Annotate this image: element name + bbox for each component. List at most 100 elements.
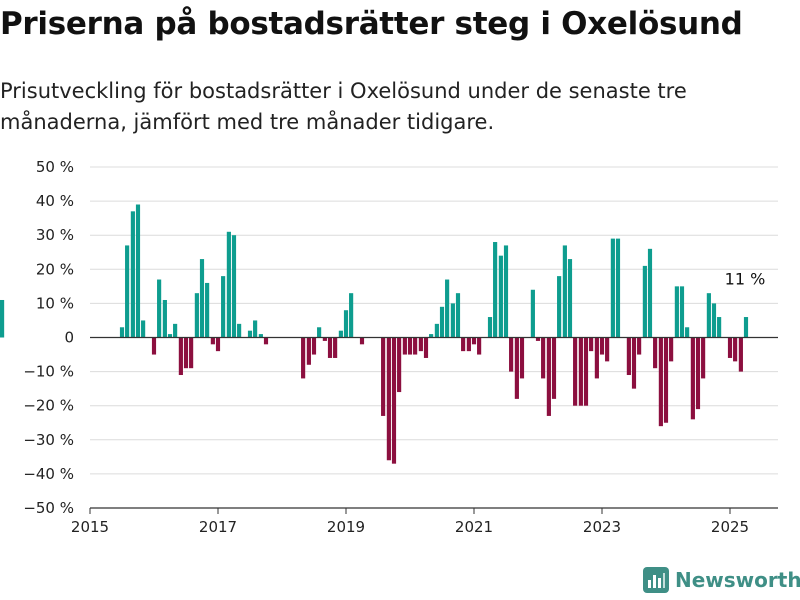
bar <box>135 204 141 338</box>
bar <box>162 299 167 338</box>
x-tick-label: 2023 <box>583 518 621 535</box>
bar <box>461 337 466 352</box>
bar <box>178 337 183 376</box>
bar <box>605 337 610 362</box>
bar <box>343 310 349 338</box>
bar <box>514 337 519 399</box>
bar <box>349 293 354 338</box>
newsworthy-logo-icon <box>643 567 669 593</box>
y-tick-label: −20 % <box>23 397 74 415</box>
bar <box>690 337 695 420</box>
bar <box>221 276 226 338</box>
bar <box>338 330 343 338</box>
bar <box>407 337 413 355</box>
bar <box>215 337 221 352</box>
bars <box>0 204 749 464</box>
bar <box>573 337 578 406</box>
bar <box>466 337 471 352</box>
bar <box>717 317 722 338</box>
bar <box>519 337 525 379</box>
x-tick-label: 2019 <box>327 518 365 535</box>
labels: 50 % 40 % 30 % 20 % 10 % 0 −10 % −20 % −30 % −40 … <box>23 158 765 535</box>
bar <box>551 337 557 399</box>
y-tick-label: 30 % <box>36 226 74 244</box>
bar <box>610 238 615 338</box>
bar <box>535 337 541 341</box>
chart-title: Priserna på bostadsrätter steg i Oxelösu… <box>0 6 743 42</box>
bar <box>173 323 178 338</box>
bar <box>567 259 573 338</box>
bar <box>333 337 338 358</box>
bar <box>706 293 711 338</box>
bar <box>263 337 269 345</box>
bar-chart: 50 % 40 % 30 % 20 % 10 % 0 −10 % −20 % −30 % −40 … <box>0 158 778 535</box>
bar <box>653 337 658 369</box>
bar <box>578 337 583 406</box>
bar <box>418 337 423 352</box>
bar <box>397 337 402 393</box>
bar <box>413 337 418 355</box>
bar <box>199 259 205 338</box>
y-tick-label: 10 % <box>36 294 74 312</box>
bar <box>205 282 210 338</box>
bar <box>423 337 429 358</box>
x-tick-label: 2021 <box>455 518 493 535</box>
bar <box>157 279 162 338</box>
bar <box>439 306 445 338</box>
bar <box>151 337 157 355</box>
bar <box>455 293 461 338</box>
grid-lines <box>90 166 778 475</box>
brand-name: Newsworthy <box>675 568 800 592</box>
bar <box>583 337 589 406</box>
bar <box>0 299 5 338</box>
bar <box>530 289 535 338</box>
bar <box>402 337 407 355</box>
bar <box>322 337 327 341</box>
bar <box>658 337 663 427</box>
bar <box>733 337 738 362</box>
bar <box>738 337 743 372</box>
y-tick-label: −10 % <box>23 363 74 381</box>
bar <box>637 337 642 355</box>
bar <box>247 330 253 338</box>
bar <box>237 323 242 338</box>
y-tick-label: 50 % <box>36 158 74 176</box>
bar <box>727 337 733 358</box>
bar <box>210 337 215 345</box>
bar <box>317 327 322 338</box>
bar <box>477 337 482 355</box>
bar <box>231 235 237 338</box>
bar <box>471 337 477 345</box>
last-value-label: 11 % <box>725 270 766 289</box>
bar <box>119 327 125 338</box>
bar <box>546 337 551 416</box>
bar <box>391 337 397 464</box>
bar <box>642 265 647 338</box>
bar <box>498 255 503 338</box>
bar <box>450 303 455 338</box>
bar <box>669 337 674 362</box>
bar <box>599 337 605 355</box>
bar <box>386 337 391 461</box>
bar <box>743 317 749 338</box>
bar <box>194 293 199 338</box>
bar <box>509 337 514 372</box>
bar <box>674 286 679 338</box>
y-tick-label: −50 % <box>23 499 74 517</box>
bar <box>679 286 685 338</box>
bar <box>141 320 146 338</box>
bar <box>311 337 317 355</box>
x-tick-label: 2015 <box>71 518 109 535</box>
y-tick-label: 40 % <box>36 192 74 210</box>
bar <box>589 337 594 352</box>
y-tick-label: 20 % <box>36 260 74 278</box>
bar <box>125 245 130 338</box>
bar <box>701 337 706 379</box>
bar <box>301 337 306 379</box>
bar <box>445 279 450 338</box>
bar <box>487 317 493 338</box>
bar <box>631 337 637 389</box>
x-tick-label: 2017 <box>199 518 237 535</box>
bar <box>626 337 631 376</box>
bar <box>711 303 717 338</box>
